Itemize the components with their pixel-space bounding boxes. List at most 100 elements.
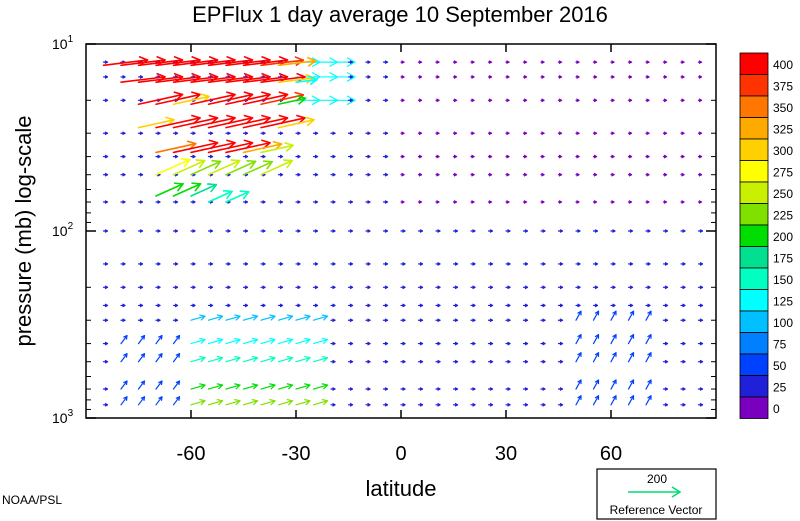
vector-arrow-head [664, 341, 669, 346]
vector-arrow-strong [190, 72, 236, 83]
vector-arrow [137, 131, 144, 136]
vector-arrow [592, 310, 600, 321]
vector-arrow [557, 402, 564, 407]
vector-arrow-head [332, 341, 336, 346]
vector-arrow [400, 154, 405, 159]
vector-arrow-strong [207, 189, 233, 203]
vector-arrow-shaft [137, 334, 146, 345]
vector-arrow-head [472, 387, 476, 391]
vector-arrow-head [402, 341, 406, 346]
vector-arrow [610, 75, 615, 79]
vector-arrow [610, 262, 616, 266]
vector-arrow [610, 395, 617, 406]
vector-arrow [487, 98, 493, 103]
vector-arrow-strong-shaft [155, 76, 201, 83]
vector-arrow-strong [155, 55, 201, 67]
vector-arrow-head [682, 285, 686, 290]
vector-arrow [312, 131, 319, 136]
vector-arrow-head [304, 337, 311, 345]
vector-arrow-head [488, 154, 493, 159]
colorbar-swatch [739, 375, 769, 398]
vector-arrow [627, 395, 635, 406]
vector-arrow-head [437, 341, 441, 346]
x-axis-label: latitude [366, 476, 437, 501]
vector-arrow [277, 200, 284, 204]
vector-arrow-head [472, 359, 476, 364]
vector-arrow [697, 303, 704, 308]
vector-arrow [435, 318, 441, 323]
vector-arrow-head [402, 262, 406, 266]
vector-arrow-head [682, 402, 686, 407]
vector-arrow-head [367, 285, 371, 290]
vector-arrow-head [577, 285, 581, 290]
vector-arrow [680, 172, 685, 177]
vector-arrow-head [104, 154, 109, 159]
vector-arrow [487, 387, 494, 391]
vector-arrow-shaft [225, 338, 241, 345]
vector-arrow-strong-shaft [295, 78, 318, 83]
vector-arrow-shaft [155, 396, 163, 406]
vector-arrow-head [402, 359, 406, 364]
vector-arrow-strong-shaft [155, 117, 201, 129]
vector-arrow-head [593, 75, 598, 79]
colorbar-swatch [739, 353, 769, 376]
vector-arrow [102, 303, 109, 308]
vector-arrow-head [647, 303, 651, 308]
reference-vector-label: Reference Vector [610, 503, 703, 517]
vector-arrow-head [174, 318, 179, 323]
vector-arrow [435, 98, 440, 103]
vector-arrow [242, 154, 249, 159]
vector-arrow-shaft [190, 357, 206, 363]
vector-arrow [155, 353, 163, 363]
vector-arrow-head [384, 98, 389, 103]
colorbar-label: 275 [773, 165, 793, 179]
vector-arrow [575, 154, 580, 159]
vector-arrow-head [401, 172, 405, 177]
vector-arrow [242, 398, 259, 406]
colorbar-label: 50 [773, 359, 787, 373]
vector-arrow-strong-shaft [260, 94, 305, 106]
vector-arrow [452, 303, 459, 308]
vector-arrow [610, 229, 616, 233]
vector-arrow [610, 303, 616, 308]
vector-arrow-strong-shaft [277, 77, 315, 83]
vector-arrow [120, 172, 126, 177]
vector-arrow [137, 229, 144, 233]
vector-arrow-head [279, 200, 284, 204]
vector-arrow-shaft [610, 333, 617, 345]
vector-arrow [400, 402, 406, 407]
vector-arrow [645, 75, 650, 79]
vector-arrow-head [297, 131, 301, 136]
vector-arrow [260, 314, 276, 321]
colorbar-label: 300 [773, 144, 793, 158]
vector-arrow-strong-shaft [225, 59, 271, 67]
chart-title: EPFlux 1 day average 10 September 2016 [192, 2, 608, 27]
vector-arrow-head [594, 262, 599, 266]
vector-arrow-head [559, 341, 564, 346]
vector-arrow [382, 303, 389, 308]
vector-arrow-head [506, 172, 510, 177]
vector-arrow-head [506, 75, 510, 79]
vector-arrow-strong-shaft [242, 143, 283, 154]
vector-arrow-head [139, 154, 144, 159]
vector-arrow-head [453, 75, 458, 79]
vector-arrow-head [349, 341, 354, 346]
vector-arrow-head [418, 154, 423, 159]
vector-arrow-strong [155, 114, 201, 129]
vector-arrow-strong-head [261, 91, 271, 102]
vector-arrow [155, 154, 161, 159]
vector-arrow-shaft [225, 357, 241, 363]
vector-arrow-head [402, 229, 406, 233]
vector-arrow-head [174, 262, 179, 266]
vector-arrow [540, 154, 545, 159]
vector-arrow [645, 310, 652, 321]
vector-arrow [435, 131, 440, 136]
vector-arrow-shaft [295, 338, 311, 345]
x-tick-label: 0 [395, 443, 406, 465]
vector-arrow-head [384, 387, 389, 391]
vector-arrow [172, 380, 181, 390]
vector-arrow-head [647, 262, 651, 266]
vector-arrow-head [104, 262, 109, 266]
vector-arrow [347, 402, 354, 407]
vector-arrow-head [629, 395, 635, 400]
